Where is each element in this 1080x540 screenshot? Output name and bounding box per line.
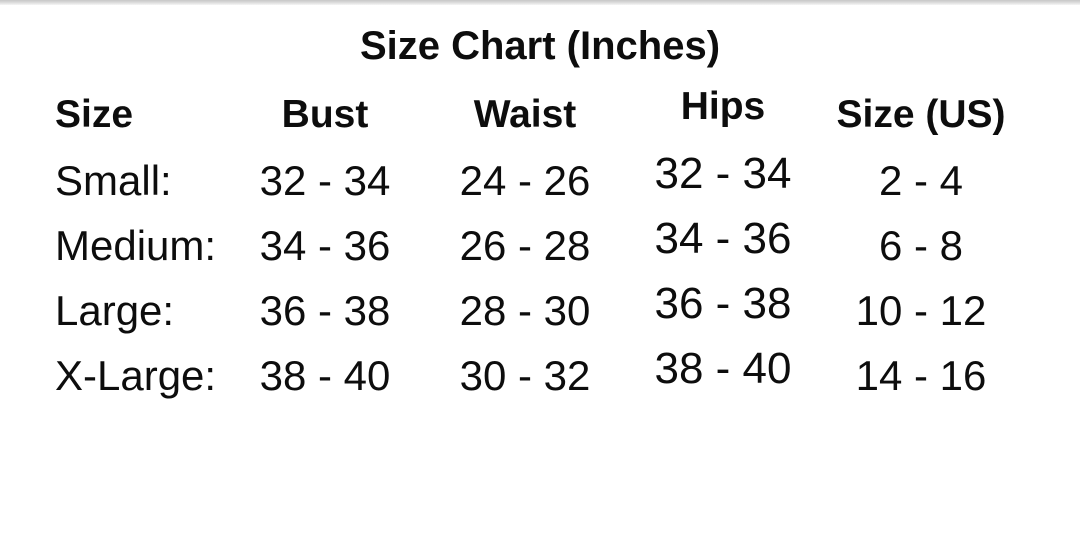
table-row-large: Large: 36 - 38 28 - 30 36 - 38 10 - 12	[0, 280, 1080, 335]
bust-value: 38 - 40	[259, 352, 391, 399]
size-us-value: 14 - 16	[855, 352, 987, 399]
waist-value: 28 - 30	[459, 287, 591, 334]
table-row-x-large: X-Large: 38 - 40 30 - 32 38 - 40 14 - 16	[0, 345, 1080, 400]
waist-value: 30 - 32	[459, 352, 591, 399]
hips-value: 38 - 40	[654, 344, 792, 393]
waist-value: 24 - 26	[459, 157, 591, 204]
size-us-value: 6 - 8	[878, 222, 964, 269]
table-header-row: Size Bust Waist Hips Size (US)	[0, 85, 1080, 139]
bust-value: 36 - 38	[259, 287, 391, 334]
row-label: Large:	[55, 287, 175, 334]
waist-value: 26 - 28	[459, 222, 591, 269]
header-hips: Hips	[680, 85, 766, 128]
bust-value: 32 - 34	[259, 157, 391, 204]
table-row-small: Small: 32 - 34 24 - 26 32 - 34 2 - 4	[0, 150, 1080, 205]
hips-value: 36 - 38	[654, 279, 792, 328]
row-label: X-Large:	[55, 352, 217, 399]
header-size: Size	[55, 93, 134, 136]
size-us-value: 2 - 4	[878, 157, 964, 204]
row-label: Medium:	[55, 222, 217, 269]
header-waist: Waist	[473, 93, 577, 136]
bust-value: 34 - 36	[259, 222, 391, 269]
row-label: Small:	[55, 157, 172, 204]
top-edge-strip	[0, 0, 1080, 5]
header-size-us: Size (US)	[836, 93, 1006, 136]
table-row-medium: Medium: 34 - 36 26 - 28 34 - 36 6 - 8	[0, 215, 1080, 270]
size-us-value: 10 - 12	[855, 287, 987, 334]
hips-value: 32 - 34	[654, 149, 792, 198]
chart-title: Size Chart (Inches)	[359, 24, 721, 68]
header-bust: Bust	[281, 93, 369, 136]
hips-value: 34 - 36	[654, 214, 792, 263]
